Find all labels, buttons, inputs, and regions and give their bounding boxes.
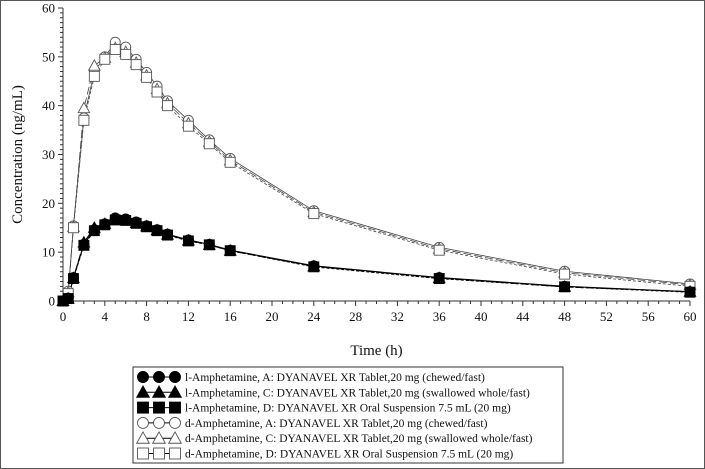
legend-item: d-Amphetamine, A: DYANAVEL XR Tablet,20 … bbox=[137, 416, 488, 430]
data-point bbox=[162, 229, 173, 241]
data-point bbox=[77, 101, 91, 114]
data-point bbox=[182, 120, 194, 132]
data-point bbox=[162, 100, 173, 112]
x-tick-label: 52 bbox=[600, 309, 613, 324]
legend-item: d-Amphetamine, D: DYANAVEL XR Oral Suspe… bbox=[137, 447, 513, 461]
data-point bbox=[224, 156, 236, 168]
data-point bbox=[559, 281, 571, 293]
y-tick-label: 50 bbox=[42, 49, 55, 64]
x-tick-label: 32 bbox=[391, 309, 404, 324]
data-point bbox=[433, 244, 445, 256]
y-tick-label: 40 bbox=[42, 98, 55, 113]
legend-marker-circle-icon bbox=[169, 416, 181, 429]
y-tick-label: 20 bbox=[42, 196, 55, 211]
series-markers-3 bbox=[57, 36, 696, 307]
data-point bbox=[141, 221, 153, 233]
x-tick-label: 4 bbox=[102, 309, 109, 324]
data-point bbox=[78, 114, 90, 126]
legend-marker-square-icon bbox=[137, 447, 149, 460]
x-tick-label: 24 bbox=[307, 309, 321, 324]
data-point bbox=[151, 225, 163, 237]
data-point bbox=[684, 286, 696, 298]
x-tick-label: 40 bbox=[475, 309, 488, 324]
legend-label: l-Amphetamine, C: DYANAVEL XR Tablet,20 … bbox=[185, 387, 530, 399]
legend-label: d-Amphetamine, A: DYANAVEL XR Tablet,20 … bbox=[185, 418, 488, 430]
x-tick-label: 28 bbox=[349, 309, 362, 324]
data-point bbox=[130, 217, 142, 229]
legend-label: l-Amphetamine, A: DYANAVEL XR Tablet,20 … bbox=[185, 372, 485, 384]
data-point bbox=[78, 239, 90, 251]
y-tick-label: 30 bbox=[42, 147, 55, 162]
data-point bbox=[87, 58, 101, 71]
data-point bbox=[203, 138, 215, 150]
y-tick-label: 60 bbox=[42, 1, 55, 16]
data-point bbox=[62, 293, 74, 305]
legend-item: l-Amphetamine, D: DYANAVEL XR Oral Suspe… bbox=[137, 401, 511, 415]
legend-label: d-Amphetamine, C: DYANAVEL XR Tablet,20 … bbox=[185, 433, 533, 445]
legend-label: l-Amphetamine, D: DYANAVEL XR Oral Suspe… bbox=[185, 403, 511, 415]
data-point bbox=[109, 44, 121, 55]
x-tick-label: 20 bbox=[266, 309, 279, 324]
legend-marker-circle-icon bbox=[137, 416, 149, 429]
data-point bbox=[67, 222, 79, 234]
data-point bbox=[109, 214, 121, 226]
legend-marker-square-icon bbox=[153, 401, 165, 414]
x-tick-label: 60 bbox=[684, 309, 697, 324]
legend-item: d-Amphetamine, C: DYANAVEL XR Tablet,20 … bbox=[135, 430, 533, 445]
legend-box bbox=[132, 366, 564, 464]
x-axis-title: Time (h) bbox=[350, 343, 402, 359]
legend-marker-square-icon bbox=[137, 401, 149, 414]
legend-marker-circle-icon bbox=[169, 371, 181, 383]
legend-label: d-Amphetamine, D: DYANAVEL XR Oral Suspe… bbox=[185, 449, 513, 461]
legend-marker-triangle-icon bbox=[151, 385, 167, 398]
legend-marker-triangle-icon bbox=[167, 430, 183, 444]
x-tick-label: 56 bbox=[642, 309, 656, 324]
legend: l-Amphetamine, A: DYANAVEL XR Tablet,20 … bbox=[132, 366, 564, 464]
x-tick-label: 0 bbox=[60, 309, 67, 324]
data-point bbox=[99, 219, 111, 231]
x-tick-label: 8 bbox=[143, 309, 150, 324]
legend-marker-triangle-icon bbox=[151, 430, 167, 444]
data-point bbox=[141, 71, 153, 83]
data-point bbox=[99, 53, 111, 65]
y-tick-label: 0 bbox=[49, 294, 56, 309]
legend-marker-triangle-icon bbox=[135, 430, 151, 444]
x-tick-label: 48 bbox=[558, 309, 571, 324]
y-tick-label: 10 bbox=[42, 245, 55, 260]
axes: 0 4 8 12 16 20 24 28 32 36 40 44 48 52 56 6001020304050… bbox=[42, 1, 697, 325]
legend-item: l-Amphetamine, A: DYANAVEL XR Tablet,20 … bbox=[137, 371, 485, 384]
data-point bbox=[433, 273, 445, 284]
legend-marker-triangle-icon bbox=[167, 385, 183, 398]
x-tick-label: 16 bbox=[224, 309, 238, 324]
data-point bbox=[88, 225, 100, 237]
data-point bbox=[67, 273, 79, 284]
legend-marker-triangle-icon bbox=[135, 385, 151, 398]
series-markers-4 bbox=[56, 41, 697, 307]
series-markers-2 bbox=[57, 214, 696, 307]
x-tick-label: 36 bbox=[433, 309, 447, 324]
legend-marker-square-icon bbox=[153, 447, 165, 460]
legend-marker-circle-icon bbox=[153, 371, 165, 383]
data-point bbox=[88, 70, 100, 82]
legend-marker-circle-icon bbox=[153, 416, 165, 429]
y-axis-title: Concentration (ng/mL) bbox=[10, 85, 26, 224]
x-tick-label: 44 bbox=[516, 309, 530, 324]
series-markers bbox=[56, 36, 697, 307]
data-point bbox=[203, 239, 215, 251]
data-point bbox=[559, 268, 571, 280]
legend-marker-square-icon bbox=[169, 447, 181, 460]
legend-marker-square-icon bbox=[169, 401, 181, 414]
x-tick-label: 12 bbox=[182, 309, 195, 324]
legend-marker-circle-icon bbox=[137, 371, 149, 383]
data-point bbox=[120, 214, 132, 226]
data-point bbox=[224, 245, 236, 257]
data-point bbox=[182, 235, 194, 247]
legend-item: l-Amphetamine, C: DYANAVEL XR Tablet,20 … bbox=[135, 385, 530, 399]
data-point bbox=[308, 208, 320, 220]
data-point bbox=[120, 48, 132, 60]
data-point bbox=[151, 86, 163, 98]
data-point bbox=[308, 261, 320, 273]
data-point bbox=[130, 59, 142, 71]
